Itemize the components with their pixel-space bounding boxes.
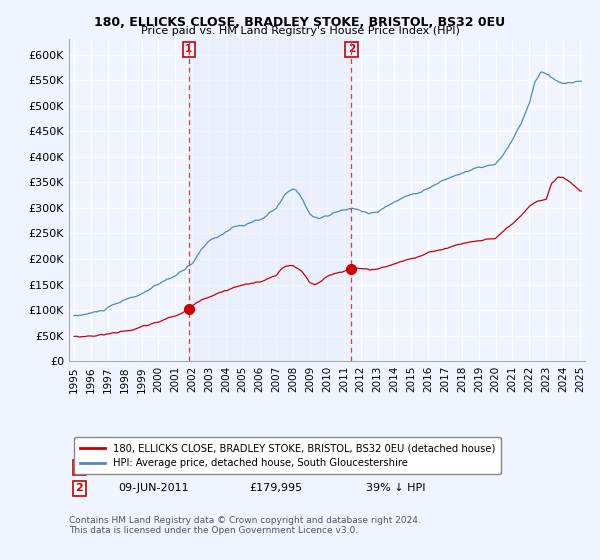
Text: 23-OCT-2001: 23-OCT-2001 bbox=[118, 463, 191, 473]
Bar bbox=[189, 39, 351, 361]
Text: £179,995: £179,995 bbox=[250, 483, 303, 493]
Text: £102,000: £102,000 bbox=[250, 463, 302, 473]
Text: 2: 2 bbox=[347, 44, 355, 54]
Text: 2: 2 bbox=[76, 483, 83, 493]
Text: Price paid vs. HM Land Registry's House Price Index (HPI): Price paid vs. HM Land Registry's House … bbox=[140, 26, 460, 36]
Text: 09-JUN-2011: 09-JUN-2011 bbox=[118, 483, 188, 493]
Legend: 180, ELLICKS CLOSE, BRADLEY STOKE, BRISTOL, BS32 0EU (detached house), HPI: Aver: 180, ELLICKS CLOSE, BRADLEY STOKE, BRIST… bbox=[74, 437, 502, 474]
Text: 1: 1 bbox=[76, 463, 83, 473]
Text: 43% ↓ HPI: 43% ↓ HPI bbox=[366, 463, 425, 473]
Text: Contains HM Land Registry data © Crown copyright and database right 2024.
This d: Contains HM Land Registry data © Crown c… bbox=[69, 516, 421, 535]
Text: 39% ↓ HPI: 39% ↓ HPI bbox=[366, 483, 425, 493]
Text: 180, ELLICKS CLOSE, BRADLEY STOKE, BRISTOL, BS32 0EU: 180, ELLICKS CLOSE, BRADLEY STOKE, BRIST… bbox=[94, 16, 506, 29]
Text: 1: 1 bbox=[185, 44, 193, 54]
